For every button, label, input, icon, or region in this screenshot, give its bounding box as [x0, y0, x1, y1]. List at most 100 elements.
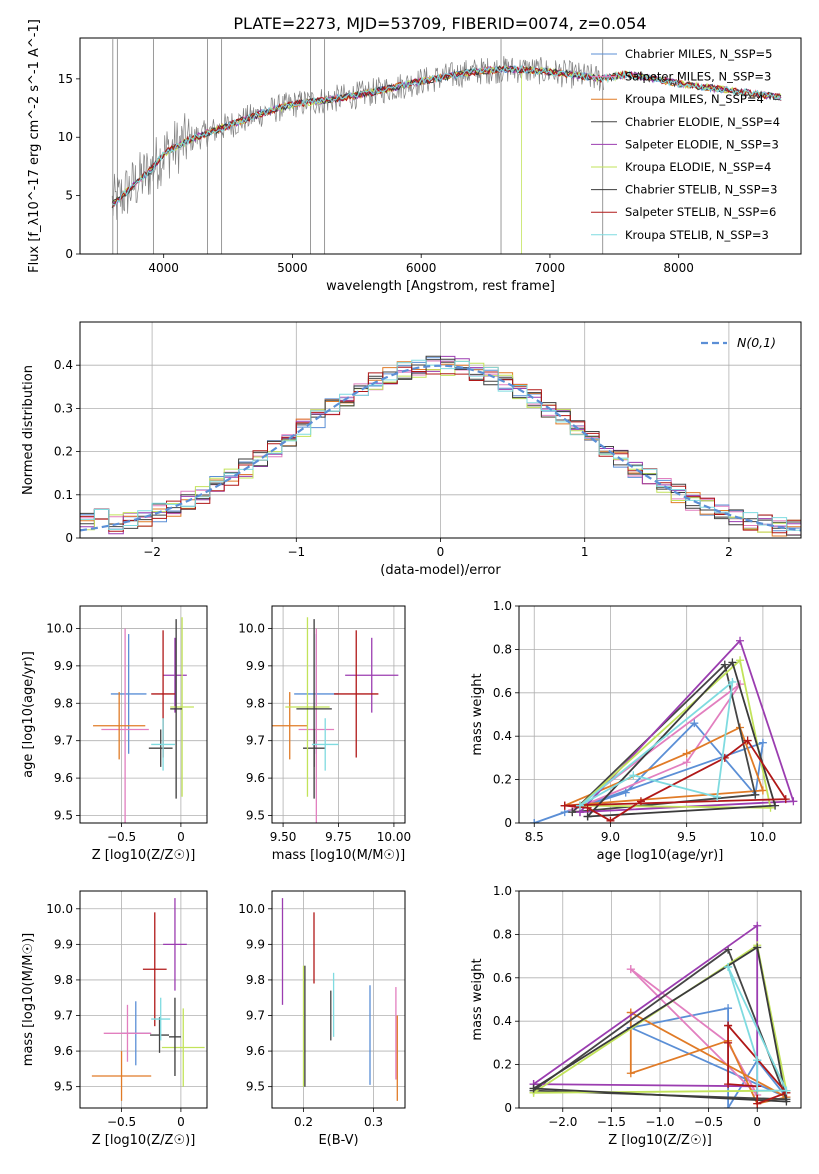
legend-label: Salpeter MILES, N_SSP=3 [625, 70, 771, 84]
y-tick-label: 9.7 [54, 734, 73, 748]
axes-frame [79, 37, 802, 255]
axes-residuals: −2 −1 0 1 2 0 0.1 0.2 0.3 0.4 (data-model)/error No… [21, 321, 802, 578]
y-tick-label: 0.8 [493, 927, 512, 941]
x-tick-label: −0.5 [107, 1115, 136, 1129]
y-tick-label: 1.0 [493, 884, 512, 898]
x-tick-label: 10.00 [377, 830, 411, 844]
y-tick-label: 5 [65, 189, 73, 203]
axes-age-vs-mass: 9.50 9.75 10.00 9.5 9.6 9.7 9.8 9.9 10.0 mass [lo… [238, 605, 411, 863]
mass-weight-marker [529, 1084, 538, 1093]
x-tick-label: 5000 [277, 261, 308, 275]
mass-weight-marker [606, 816, 615, 823]
y-tick-label: 0 [65, 247, 73, 261]
y-tick-label: 0 [504, 816, 512, 830]
mass-weight-marker [724, 1021, 733, 1030]
mass-weight-marker [782, 1086, 791, 1095]
mass-weight-marker [728, 658, 737, 667]
legend-label: Kroupa MILES, N_SSP=4 [625, 92, 764, 106]
mass-weight-line [571, 683, 741, 811]
x-tick-label: −1.0 [645, 1115, 674, 1129]
x-tick-label: −1 [287, 545, 305, 559]
plot-area-mass-vs-Z [91, 898, 205, 1101]
y-tick-label: 9.6 [246, 771, 265, 785]
model-spectrum-line [111, 66, 782, 203]
y-tick-label: 9.5 [246, 1080, 265, 1094]
mass-weight-line [630, 968, 758, 1096]
model-spectrum-line [111, 64, 782, 206]
residual-histogram-step [80, 360, 801, 533]
x-tick-label: 0.3 [364, 1115, 383, 1129]
y-tick-label: 10.0 [238, 621, 265, 635]
y-tick-label: 9.9 [54, 937, 73, 951]
mass-weight-marker [530, 819, 539, 823]
mass-weight-marker [626, 965, 635, 974]
mass-weight-line [579, 658, 772, 809]
y-tick-label: 9.5 [54, 1080, 73, 1094]
y-tick-label: 1.0 [493, 599, 512, 613]
y-tick-label: 9.5 [54, 809, 73, 823]
y-tick-label: 9.9 [54, 659, 73, 673]
x-axis-label: E(B-V) [318, 1133, 358, 1148]
mass-weight-marker [753, 921, 762, 930]
y-tick-label: 0.1 [54, 488, 73, 502]
x-tick-label: 9.0 [601, 830, 620, 844]
y-tick-label: 9.9 [246, 659, 265, 673]
mass-weight-marker [753, 1086, 762, 1095]
residual-histogram-step [80, 355, 801, 535]
axes-frame [79, 605, 208, 824]
plot-area-mass-vs-ebv [281, 898, 398, 1101]
mass-weight-marker [743, 736, 752, 745]
x-tick-label: 9.75 [325, 830, 352, 844]
mass-weight-marker [713, 792, 722, 801]
mass-weight-marker [789, 797, 798, 806]
axes-massweight-vs-Z: −2.0 −1.5 −1.0 −0.5 0 0 0.2 0.4 0.6 0.8 1.0 Z [log1… [470, 884, 802, 1148]
y-tick-label: 9.8 [54, 973, 73, 987]
mass-weight-marker [753, 1099, 762, 1108]
legend-label: Kroupa ELODIE, N_SSP=4 [625, 160, 771, 174]
y-tick-label: 9.6 [54, 771, 73, 785]
y-axis-label: Flux [f_λ10^-17 erg cm^-2 s^-1 A^-1] [27, 19, 42, 273]
x-tick-label: 7000 [535, 261, 566, 275]
mass-weight-marker [736, 656, 745, 665]
x-tick-label: 2 [725, 545, 733, 559]
mass-weight-line [630, 1007, 788, 1108]
axes-frame [518, 890, 802, 1109]
residual-histogram-step [80, 366, 801, 534]
axes-spectrum: 4000 5000 6000 7000 8000 0 5 10 15 wavelength [An… [27, 19, 802, 294]
y-tick-label: 9.8 [246, 973, 265, 987]
axes-frame [518, 605, 802, 824]
x-tick-label: 0 [177, 1115, 185, 1129]
mass-weight-marker [724, 1104, 733, 1108]
model-spectrum-line [111, 65, 782, 208]
mass-weight-marker [782, 1097, 791, 1106]
x-tick-label: 4000 [148, 261, 179, 275]
mass-weight-marker [575, 801, 584, 810]
y-tick-label: 10.0 [46, 902, 73, 916]
mass-weight-marker [753, 943, 762, 952]
mass-weight-marker [583, 812, 592, 821]
axes-frame [79, 890, 208, 1109]
y-tick-label: 10.0 [238, 902, 265, 916]
x-axis-label: wavelength [Angstrom, rest frame] [326, 279, 555, 294]
mass-weight-marker [690, 719, 699, 728]
residual-histogram-step [80, 355, 801, 529]
mass-weight-marker [682, 758, 691, 767]
y-axis-label: mass weight [470, 958, 485, 1040]
y-tick-label: 0.2 [493, 773, 512, 787]
x-tick-label: −2 [143, 545, 161, 559]
axes-mass-vs-Z: −0.5 0 9.5 9.6 9.7 9.8 9.9 10.0 Z [log10(Z/Z☉)] m… [21, 890, 208, 1148]
axes-frame [271, 890, 406, 1109]
mass-weight-line [579, 679, 734, 807]
x-tick-label: 8000 [663, 261, 694, 275]
y-tick-label: 9.8 [54, 696, 73, 710]
mass-weight-marker [758, 786, 767, 795]
y-tick-label: 9.7 [246, 1009, 265, 1023]
y-tick-label: 9.5 [246, 809, 265, 823]
x-tick-label: −0.5 [694, 1115, 723, 1129]
y-tick-label: 10 [58, 130, 73, 144]
axes-frame [79, 321, 802, 539]
x-tick-label: −1.5 [597, 1115, 626, 1129]
axes-massweight-vs-age: 8.5 9.0 9.5 10.0 0 0.2 0.4 0.6 0.8 1.0 age [log10(… [470, 599, 802, 863]
